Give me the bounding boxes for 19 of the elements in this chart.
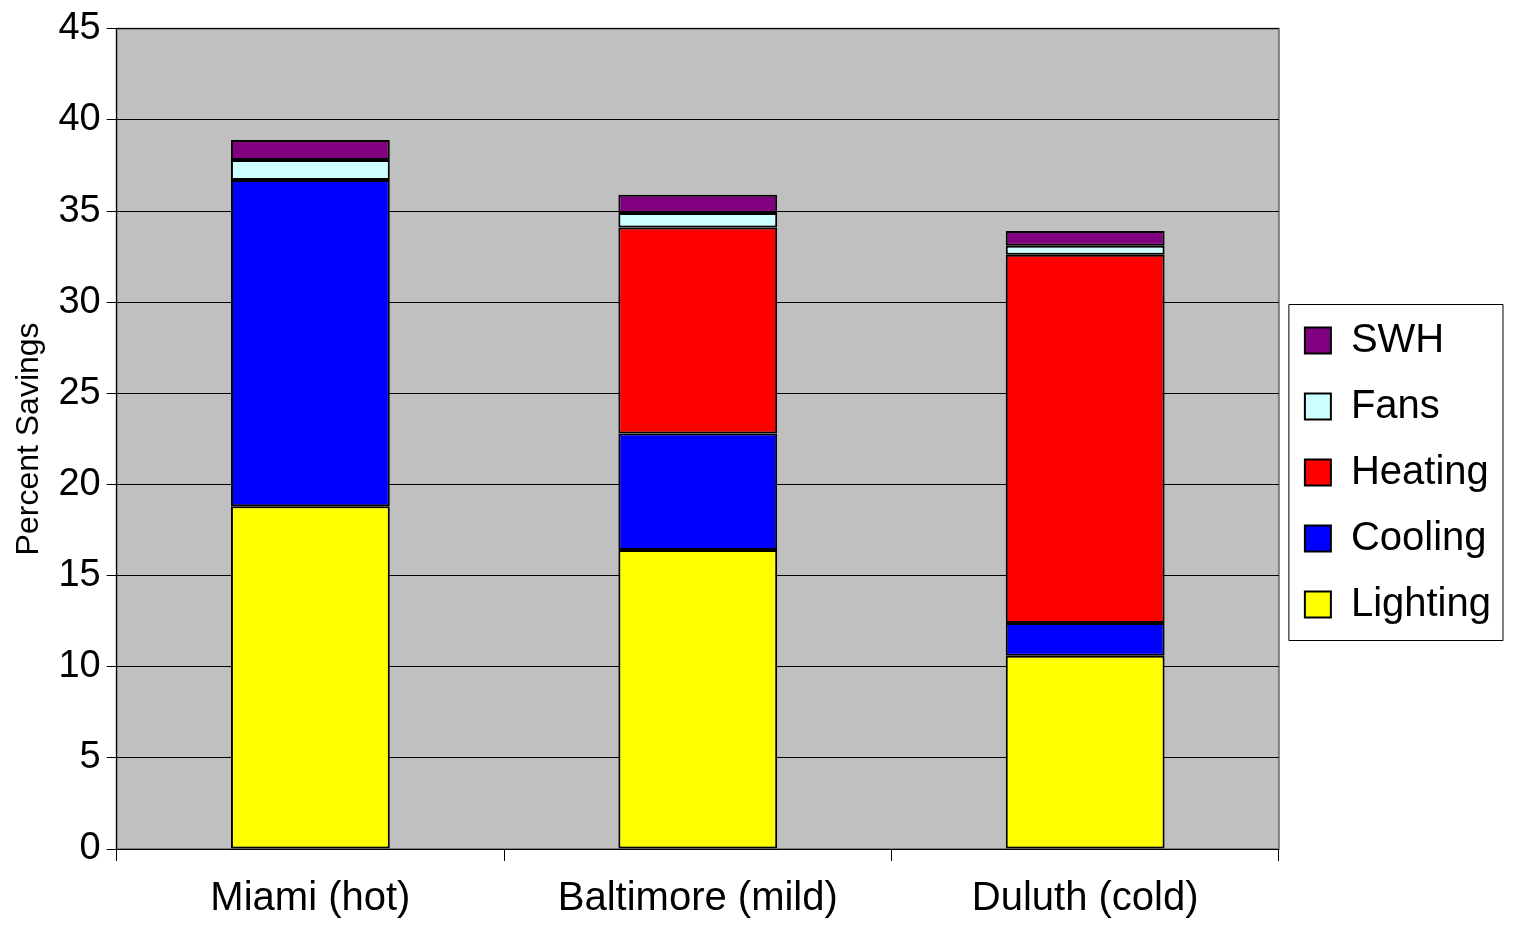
y-axis-title: Percent Savings [9, 322, 46, 556]
y-tick-label: 0 [79, 825, 101, 868]
y-tick-label: 25 [58, 369, 101, 412]
legend-label: Fans [1350, 381, 1440, 426]
y-tick-label: 40 [58, 96, 101, 139]
y-tick-label: 5 [79, 734, 101, 777]
y-tick-label: 30 [58, 278, 101, 321]
legend-label: Heating [1350, 447, 1489, 492]
y-tick-label: 10 [58, 643, 101, 686]
x-tick-label: Baltimore (mild) [557, 874, 838, 919]
legend-label: SWH [1350, 315, 1445, 360]
y-tick-label: 15 [58, 552, 101, 595]
legend-label: Cooling [1350, 513, 1487, 558]
y-tick-label: 35 [58, 187, 101, 230]
y-tick-label: 45 [58, 5, 101, 48]
x-tick-label: Duluth (cold) [971, 874, 1199, 919]
x-tick-label: Miami (hot) [210, 874, 411, 919]
legend-label: Lighting [1350, 579, 1492, 624]
y-tick-label: 20 [58, 460, 101, 503]
